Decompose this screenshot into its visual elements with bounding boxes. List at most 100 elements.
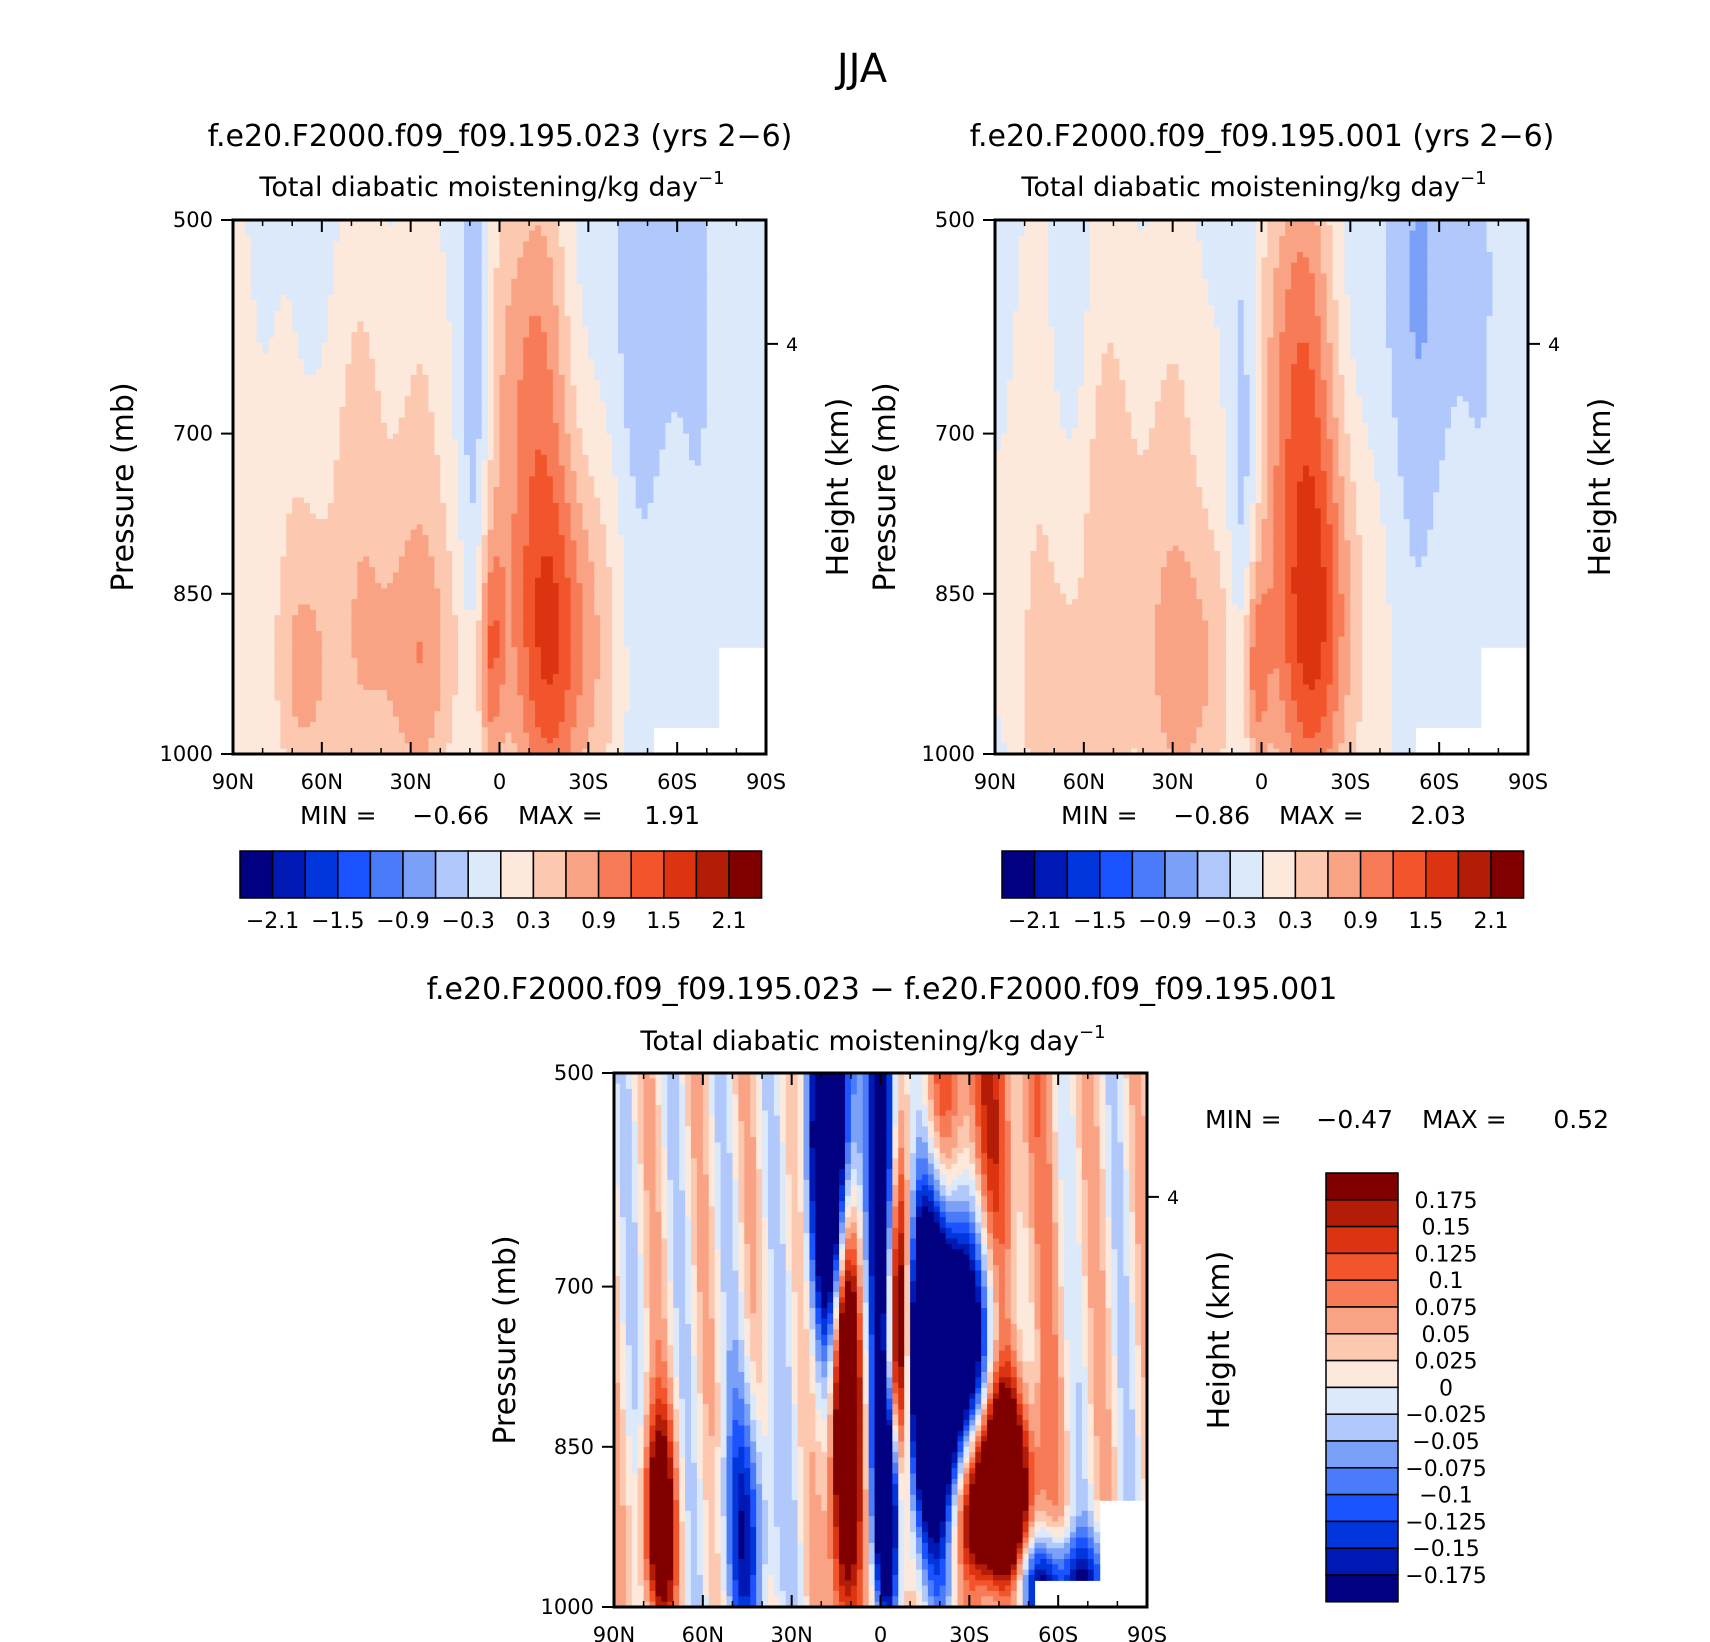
contour-cell	[422, 326, 430, 333]
contour-cell	[736, 492, 743, 499]
contour-cell	[665, 476, 672, 483]
contour-cell	[280, 470, 287, 477]
contour-cell	[677, 385, 684, 392]
contour-cell	[683, 481, 690, 488]
contour-cell	[612, 364, 619, 371]
contour-cell	[635, 289, 643, 296]
contour-cell	[446, 364, 453, 371]
contour-cell	[612, 444, 619, 451]
contour-cell	[280, 321, 287, 328]
contour-cell	[327, 369, 335, 376]
contour-cell	[452, 284, 459, 291]
contour-cell	[606, 262, 613, 269]
contour-cell	[594, 257, 601, 264]
contour-cell	[280, 225, 287, 232]
contour-cell	[712, 220, 720, 226]
contour-cell	[612, 262, 619, 269]
contour-cell	[410, 353, 418, 360]
contour-cell	[434, 305, 441, 312]
contour-cell	[748, 305, 755, 312]
contour-cell	[463, 428, 471, 435]
contour-cell	[493, 230, 501, 237]
contour-cell	[469, 412, 477, 419]
contour-cell	[333, 337, 341, 344]
contour-cell	[623, 508, 631, 515]
contour-cell	[540, 294, 548, 301]
contour-cell	[718, 476, 726, 483]
contour-cell	[600, 401, 607, 408]
contour-cell	[493, 310, 501, 317]
contour-cell	[286, 454, 293, 461]
contour-cell	[535, 353, 542, 360]
contour-cell	[345, 284, 353, 291]
contour-cell	[381, 268, 388, 274]
contour-cell	[623, 278, 631, 285]
contour-cell	[452, 422, 459, 429]
contour-cell	[754, 305, 761, 312]
contour-cell	[321, 310, 329, 317]
contour-cell	[594, 438, 601, 445]
contour-cell	[529, 449, 536, 456]
contour-cell	[523, 332, 530, 339]
contour-cell	[469, 487, 477, 493]
contour-cell	[594, 481, 601, 488]
contour-cell	[529, 497, 536, 504]
contour-cell	[434, 268, 441, 274]
contour-cell	[588, 487, 595, 493]
contour-cell	[357, 481, 364, 488]
contour-cell	[499, 422, 507, 429]
contour-cell	[712, 406, 720, 413]
contour-cell	[653, 305, 660, 312]
contour-cell	[629, 449, 637, 456]
contour-cell	[233, 300, 240, 307]
contour-cell	[345, 390, 353, 397]
contour-cell	[558, 305, 566, 312]
contour-cell	[576, 417, 584, 424]
contour-cell	[742, 316, 749, 323]
contour-cell	[683, 220, 690, 226]
contour-cell	[665, 273, 672, 280]
contour-cell	[606, 396, 613, 403]
contour-cell	[754, 449, 761, 456]
contour-cell	[712, 337, 720, 344]
contour-cell	[244, 470, 252, 477]
contour-cell	[683, 396, 690, 403]
contour-cell	[700, 278, 708, 285]
contour-cell	[333, 332, 341, 339]
contour-cell	[600, 278, 607, 285]
contour-cell	[392, 481, 400, 488]
contour-cell	[612, 294, 619, 301]
contour-cell	[671, 348, 678, 355]
contour-cell	[653, 476, 660, 483]
contour-cell	[333, 236, 341, 242]
contour-cell	[724, 236, 732, 242]
contour-cell	[339, 428, 347, 435]
contour-cell	[304, 257, 311, 264]
contour-cell	[345, 513, 353, 520]
contour-cell	[481, 465, 489, 472]
contour-cell	[422, 412, 430, 419]
contour-cell	[238, 444, 246, 451]
contour-cell	[754, 358, 761, 365]
contour-cell	[689, 300, 696, 307]
contour-cell	[321, 230, 329, 237]
contour-cell	[440, 321, 447, 328]
contour-cell	[422, 316, 430, 323]
contour-cell	[256, 417, 264, 424]
contour-cell	[375, 268, 382, 274]
contour-cell	[392, 438, 400, 445]
contour-cell	[712, 284, 720, 291]
contour-cell	[635, 417, 643, 424]
contour-cell	[535, 316, 542, 323]
contour-cell	[351, 476, 358, 483]
contour-cell	[292, 460, 299, 467]
contour-cell	[398, 358, 406, 365]
contour-cell	[517, 289, 524, 296]
contour-cell	[671, 497, 678, 504]
contour-cell	[304, 316, 311, 323]
contour-cell	[535, 428, 542, 435]
contour-cell	[392, 449, 400, 456]
contour-cell	[511, 390, 518, 397]
contour-cell	[677, 246, 684, 253]
contour-cell	[623, 390, 631, 397]
